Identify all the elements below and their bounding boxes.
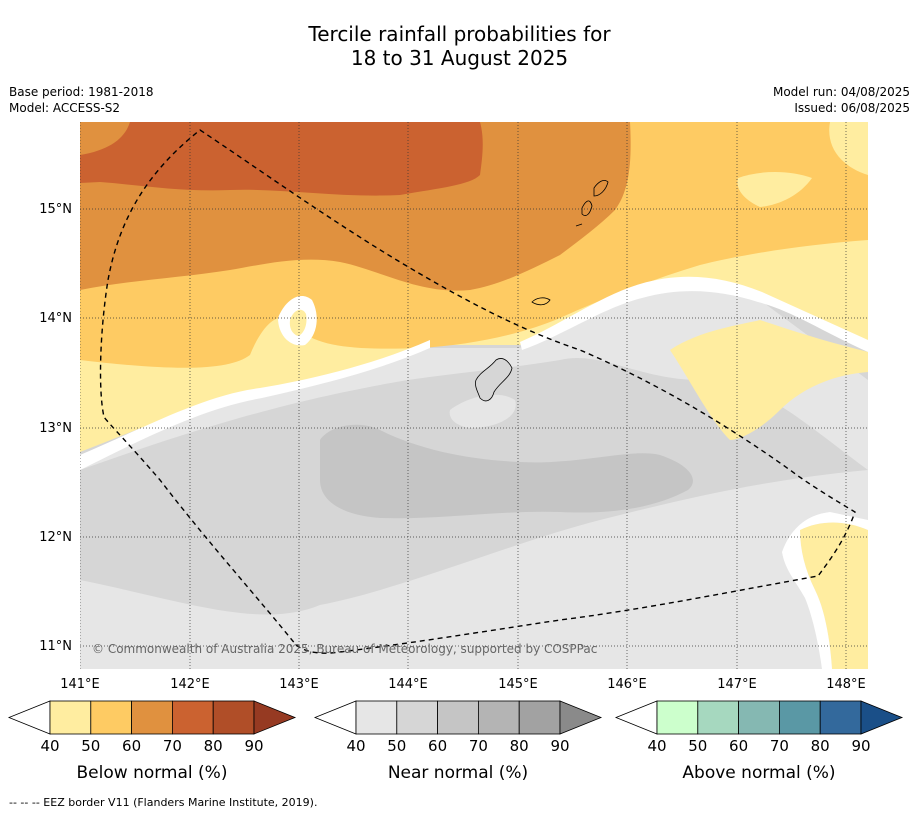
colorbar-segment xyxy=(90,700,133,735)
colorbar-2: 40 50 60 70 80 90 Above normal (%) xyxy=(614,700,904,783)
colorbar-segment xyxy=(437,700,479,735)
meta-left: Base period: 1981-2018 Model: ACCESS-S2 xyxy=(9,84,154,116)
colorbar-label: Below normal (%) xyxy=(77,763,228,783)
colorbar-upper-extend xyxy=(860,700,904,735)
lat-tick-label: 14°N xyxy=(39,311,72,326)
white-transition-east xyxy=(520,276,868,352)
eez-border xyxy=(99,129,856,654)
near-normal-40-patch xyxy=(449,394,516,428)
colorbar-tick-label: 90 xyxy=(851,737,870,755)
copyright-text: © Commonwealth of Australia 2025, Bureau… xyxy=(92,642,597,656)
colorbar-tick-label: 90 xyxy=(244,737,263,755)
below-normal-40-small-patch xyxy=(289,309,307,336)
gridlines xyxy=(80,122,868,669)
longitude-labels: 141°E 142°E 143°E 144°E 145°E 146°E 147°E 148°E xyxy=(60,677,866,692)
colorbar-label: Above normal (%) xyxy=(682,763,835,783)
aguijan-island xyxy=(575,223,583,227)
colorbar-tick-label: 60 xyxy=(122,737,141,755)
model-name: Model: ACCESS-S2 xyxy=(9,101,121,115)
colorbar-label: Near normal (%) xyxy=(388,763,528,783)
colorbar-segment xyxy=(738,700,780,735)
colorbar-tick-label: 90 xyxy=(550,737,569,755)
lat-tick-label: 13°N xyxy=(39,421,72,436)
colorbar-tick-label: 60 xyxy=(729,737,748,755)
lon-tick-label: 142°E xyxy=(170,677,210,692)
meta-right: Model run: 04/08/2025 Issued: 06/08/2025 xyxy=(773,84,910,116)
below-normal-40-east xyxy=(670,320,868,440)
colorbars: 40 50 60 70 80 90 Below normal (%) 40 50 60 70 80 90… xyxy=(7,700,904,783)
lon-tick-label: 148°E xyxy=(826,677,866,692)
title-line-1: Tercile rainfall probabilities for xyxy=(308,22,611,46)
colorbar-upper-extend xyxy=(559,700,603,735)
lon-tick-label: 145°E xyxy=(498,677,538,692)
tinian-island xyxy=(581,200,593,216)
colorbar-segment xyxy=(697,700,739,735)
colorbar-segment xyxy=(212,700,255,735)
colorbar-segment xyxy=(819,700,862,735)
lon-tick-label: 147°E xyxy=(717,677,757,692)
colorbar-lower-extend xyxy=(313,700,357,735)
base-period: Base period: 1981-2018 xyxy=(9,85,154,99)
colorbar-segment xyxy=(171,700,214,735)
saipan-island xyxy=(593,180,609,197)
rota-island xyxy=(531,297,551,306)
colorbar-1: 40 50 60 70 80 90 Near normal (%) xyxy=(313,700,603,783)
near-normal-40-north xyxy=(80,284,868,470)
colorbar-segment xyxy=(131,700,173,735)
below-normal-70-band xyxy=(80,122,483,196)
colorbar-segment xyxy=(779,700,821,735)
colorbar-tick-label: 60 xyxy=(428,737,447,755)
colorbar-lower-extend xyxy=(614,700,658,735)
colorbar-tick-label: 40 xyxy=(346,737,365,755)
lat-tick-label: 15°N xyxy=(39,202,72,217)
near-normal-40-south xyxy=(80,470,868,669)
lon-tick-label: 141°E xyxy=(60,677,100,692)
colorbar-tick-label: 50 xyxy=(688,737,707,755)
latitude-labels: 15°N 14°N 13°N 12°N 11°N xyxy=(39,202,72,654)
colorbar-0: 40 50 60 70 80 90 Below normal (%) xyxy=(7,700,297,783)
colorbar-segment xyxy=(518,700,561,735)
eez-footnote: -- -- -- EEZ border V11 (Flanders Marine… xyxy=(9,796,318,809)
lat-tick-label: 12°N xyxy=(39,530,72,545)
title-line-2: 18 to 31 August 2025 xyxy=(350,46,569,70)
below-normal-40-se xyxy=(800,522,868,669)
colorbar-tick-label: 50 xyxy=(81,737,100,755)
map-title: Tercile rainfall probabilities for 18 to… xyxy=(0,22,919,70)
colorbar-segment xyxy=(656,700,699,735)
map-area: © Commonwealth of Australia 2025, Bureau… xyxy=(80,122,868,669)
near-normal-60-blob xyxy=(320,424,693,519)
map-figure: © Commonwealth of Australia 2025, Bureau… xyxy=(7,122,904,783)
colorbar-tick-label: 70 xyxy=(469,737,488,755)
colorbar-tick-label: 40 xyxy=(40,737,59,755)
guam-island xyxy=(475,358,513,402)
below-normal-40-corner xyxy=(829,122,868,175)
white-transition-west xyxy=(80,340,430,470)
model-run: Model run: 04/08/2025 xyxy=(772,85,910,99)
colorbar-tick-label: 80 xyxy=(204,737,223,755)
colorbar-tick-label: 80 xyxy=(510,737,529,755)
colorbar-segment xyxy=(396,700,438,735)
colorbar-tick-label: 40 xyxy=(647,737,666,755)
colorbar-tick-label: 50 xyxy=(387,737,406,755)
below-normal-60-corner xyxy=(80,122,130,155)
issued-date: Issued: 06/08/2025 xyxy=(794,101,910,115)
lon-tick-label: 146°E xyxy=(607,677,647,692)
colorbar-segment xyxy=(477,700,520,735)
lon-tick-label: 144°E xyxy=(388,677,428,692)
colorbar-segment xyxy=(49,700,92,735)
colorbar-tick-label: 70 xyxy=(163,737,182,755)
lon-tick-label: 143°E xyxy=(279,677,319,692)
colorbar-upper-extend xyxy=(253,700,297,735)
colorbar-segment xyxy=(355,700,398,735)
below-normal-40-ne-patch xyxy=(737,172,812,207)
lat-tick-label: 11°N xyxy=(39,639,72,654)
white-transition-se xyxy=(782,512,868,669)
colorbar-tick-label: 70 xyxy=(770,737,789,755)
colorbar-tick-label: 80 xyxy=(811,737,830,755)
colorbar-lower-extend xyxy=(7,700,51,735)
